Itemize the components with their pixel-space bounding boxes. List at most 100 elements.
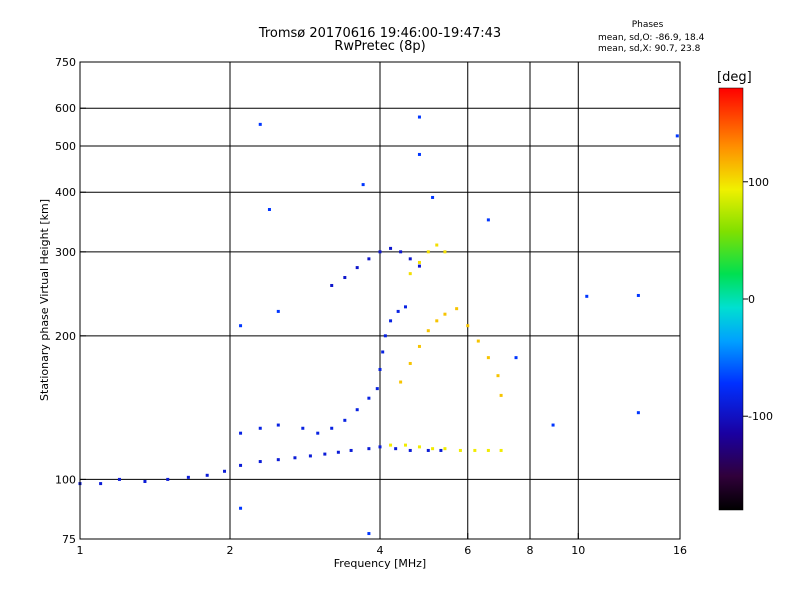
echo-point [355, 408, 359, 412]
colorbar-ticks: 100 0 -100 [743, 176, 773, 423]
echo-point [258, 122, 262, 126]
echo-point [367, 257, 371, 261]
echo-point [486, 448, 490, 452]
echo-point [361, 183, 365, 187]
echo-point [426, 250, 430, 254]
echo-point [585, 294, 589, 298]
echo-point [486, 356, 490, 360]
echo-point [186, 475, 190, 479]
echo-point [408, 257, 412, 261]
echo-point [381, 350, 385, 354]
echo-point [473, 448, 477, 452]
echo-point [301, 426, 305, 430]
x-tick-label: 2 [227, 544, 234, 557]
x-tick-label: 10 [571, 544, 585, 557]
echo-point [316, 431, 320, 435]
echo-point [389, 246, 393, 250]
echo-point [375, 387, 379, 391]
echo-point [343, 418, 347, 422]
echo-point [223, 469, 227, 473]
echo-point [417, 344, 421, 348]
echo-point [443, 312, 447, 316]
echo-point [367, 447, 371, 451]
echo-point [330, 283, 334, 287]
y-tick-label: 100 [55, 473, 76, 486]
echo-point [239, 324, 243, 328]
y-tick-label: 300 [55, 246, 76, 259]
echo-point [396, 309, 400, 313]
echo-point [431, 195, 435, 199]
x-tick-label: 16 [673, 544, 687, 557]
y-tick-label: 750 [55, 56, 76, 69]
echo-point [383, 334, 387, 338]
echo-point [166, 477, 170, 481]
colorbar [718, 87, 744, 511]
chart-title: Tromsø 20170616 19:46:00-19:47:43 [258, 26, 502, 41]
echo-point [267, 207, 271, 211]
echo-point [239, 463, 243, 467]
echo-point [343, 276, 347, 280]
echo-point [308, 454, 312, 458]
echo-point [443, 250, 447, 254]
echo-point [499, 448, 503, 452]
echo-point [417, 260, 421, 264]
echo-point [389, 443, 393, 447]
x-tick-label: 6 [464, 544, 471, 557]
echo-point [431, 447, 435, 451]
echo-point [514, 356, 518, 360]
echo-point [403, 443, 407, 447]
echo-point [426, 329, 430, 333]
echo-point [276, 458, 280, 462]
phases-legend-o-stats: mean, sd,O: -86.9, 18.4 [598, 33, 705, 43]
grid-lines [80, 62, 680, 539]
phases-legend-x-stats: mean, sd,X: 90.7, 23.8 [598, 44, 701, 54]
echo-point [276, 309, 280, 313]
echo-point [403, 305, 407, 309]
echo-point [276, 423, 280, 427]
y-axis-ticks: 75 100 200 300 400 500 600 750 [55, 56, 86, 546]
echo-point [435, 319, 439, 323]
echo-point [378, 250, 382, 254]
colorbar-tick-label: -100 [748, 410, 773, 423]
echo-point [408, 361, 412, 365]
echo-point [367, 532, 371, 536]
echo-point [323, 452, 327, 456]
echo-point [355, 266, 359, 270]
echo-point [336, 450, 340, 454]
colorbar-unit-label: [deg] [717, 70, 752, 85]
colorbar-tick-label: 100 [748, 176, 769, 189]
echo-point [239, 506, 243, 510]
echo-point [394, 447, 398, 451]
echo-point [417, 445, 421, 449]
echo-point [117, 477, 121, 481]
x-tick-label: 4 [377, 544, 384, 557]
x-axis-ticks: 1 2 4 6 8 10 16 [77, 533, 687, 557]
echo-point [435, 243, 439, 247]
echo-point [636, 411, 640, 415]
echo-point [293, 456, 297, 460]
echo-point [399, 380, 403, 384]
echo-point [205, 473, 209, 477]
y-tick-label: 400 [55, 186, 76, 199]
echo-point [417, 115, 421, 119]
x-tick-label: 1 [77, 544, 84, 557]
colorbar-tick-label: 0 [748, 293, 755, 306]
echo-point [330, 426, 334, 430]
echo-point [551, 423, 555, 427]
echo-point [443, 447, 447, 451]
chart-subtitle: RwPretec (8p) [334, 39, 426, 54]
echo-point [496, 374, 500, 378]
echo-point [417, 264, 421, 268]
y-axis-label: Stationary phase Virtual Height [km] [38, 199, 51, 401]
echo-point [476, 339, 480, 343]
y-tick-label: 600 [55, 102, 76, 115]
echo-point [675, 134, 679, 138]
echo-point [466, 324, 470, 328]
echo-point [426, 448, 430, 452]
echo-point [399, 250, 403, 254]
echo-point [636, 293, 640, 297]
echo-point [499, 393, 503, 397]
echo-point [143, 479, 147, 483]
echo-point [258, 426, 262, 430]
